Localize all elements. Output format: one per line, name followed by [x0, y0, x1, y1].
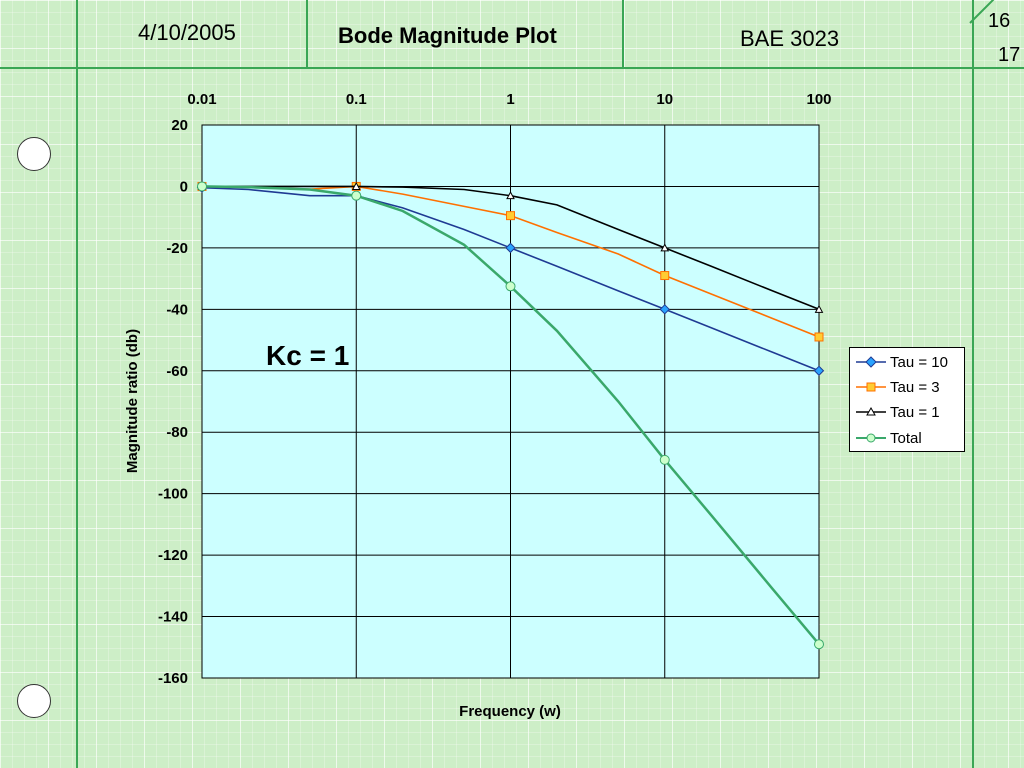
x-tick-label: 1	[506, 91, 514, 108]
y-tick-labels: 20 0 -20 -40 -60 -80 -100 -120 -140 -160	[158, 117, 188, 687]
page-number-total: 17	[998, 44, 1021, 66]
header-separator-2	[622, 0, 624, 68]
data-point-tau-1	[351, 181, 361, 190]
y-tick-label: 0	[180, 178, 188, 195]
data-point-total	[814, 639, 824, 650]
x-tick-label: 10	[656, 91, 673, 108]
data-point-tau-3	[814, 332, 824, 342]
kc-annotation: Kc = 1	[266, 340, 350, 371]
header-separator-1	[306, 0, 308, 68]
data-point-tau-3	[660, 271, 670, 281]
y-tick-label: -40	[166, 301, 188, 318]
data-point-tau-1	[660, 243, 670, 252]
y-tick-label: -80	[166, 424, 188, 441]
x-tick-label: 0.1	[346, 91, 367, 108]
series-group	[196, 181, 825, 650]
legend-label-total: Total	[890, 429, 922, 447]
chart-legend: Tau = 10 Tau = 3 Tau = 1 Total	[849, 347, 965, 452]
header-course: BAE 3023	[740, 26, 840, 51]
data-point-total	[505, 281, 516, 292]
y-tick-label: -160	[158, 670, 188, 687]
y-tick-label: -20	[166, 240, 188, 257]
page-number-current: 16	[988, 10, 1011, 32]
y-tick-label: -140	[158, 609, 188, 626]
legend-item-tau3: Tau = 3	[856, 377, 940, 397]
y-tick-label: -120	[158, 547, 188, 564]
binder-hole-top	[17, 137, 51, 171]
legend-label-tau10: Tau = 10	[890, 353, 948, 371]
x-axis-label: Frequency (w)	[459, 703, 561, 720]
y-tick-label: 20	[171, 117, 188, 134]
header-divider	[0, 67, 1024, 69]
legend-item-tau1: Tau = 1	[856, 402, 940, 422]
legend-label-tau3: Tau = 3	[890, 378, 940, 396]
x-tick-label: 100	[806, 91, 831, 108]
margin-line-left	[76, 0, 78, 768]
data-point-tau-3	[506, 211, 515, 221]
legend-item-total: Total	[856, 428, 922, 448]
data-point-tau-1	[506, 191, 515, 200]
data-point-total	[659, 454, 670, 465]
triangle-marker-icon	[856, 406, 886, 416]
data-point-tau-10	[813, 365, 825, 376]
y-tick-label: -60	[166, 363, 188, 380]
diamond-marker-icon	[856, 356, 886, 368]
y-tick-label: -100	[158, 486, 188, 503]
data-point-tau-1	[814, 304, 824, 313]
header-date: 4/10/2005	[138, 20, 236, 45]
circle-marker-icon	[856, 433, 886, 443]
x-tick-labels: 0.01 0.1 1 10 100	[187, 91, 831, 108]
data-point-total	[351, 190, 362, 201]
data-point-tau-10	[505, 242, 516, 254]
data-point-total	[197, 181, 207, 192]
y-axis-label: Magnitude ratio (db)	[124, 329, 141, 473]
legend-item-tau10: Tau = 10	[856, 352, 948, 372]
x-tick-label: 0.01	[187, 91, 216, 108]
square-marker-icon	[856, 382, 886, 392]
page-title: Bode Magnitude Plot	[338, 23, 557, 48]
legend-label-tau1: Tau = 1	[890, 403, 940, 421]
data-point-tau-10	[659, 304, 670, 315]
margin-line-right	[972, 0, 974, 768]
binder-hole-bottom	[17, 684, 51, 718]
